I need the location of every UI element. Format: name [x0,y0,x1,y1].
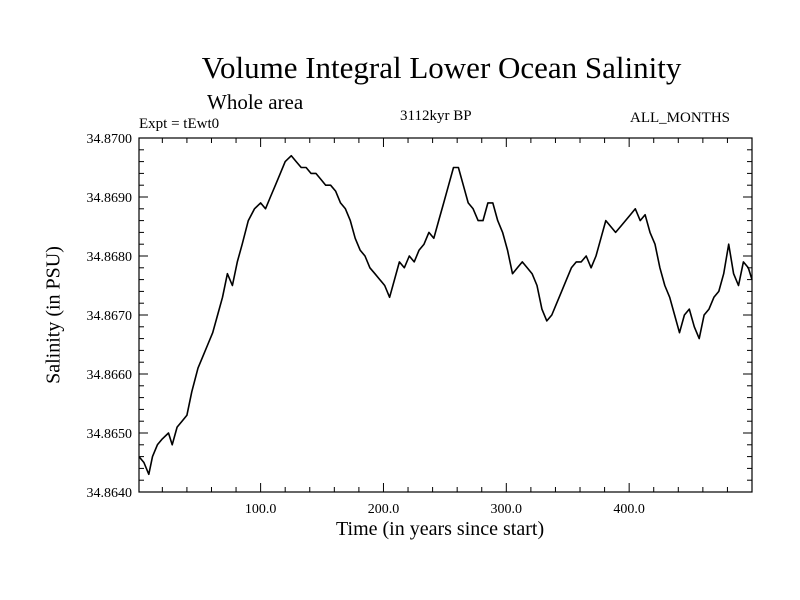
axis-ticks: 34.8640 34.8650 34.8660 34.8670 34.8680 34.86… [87,132,752,517]
x-tick-label: 100.0 [245,502,277,517]
experiment-label: Expt = tEwt0 [139,116,220,132]
x-tick-label: 200.0 [368,502,400,517]
x-axis-label: Time (in years since start) [336,518,545,540]
y-tick-label: 34.8670 [87,309,133,324]
chart-title: Volume Integral Lower Ocean Salinity [201,50,682,85]
salinity-series-line [138,154,753,476]
y-tick-label: 34.8660 [87,368,133,383]
y-tick-label: 34.8690 [87,191,133,206]
y-tick-label: 34.8680 [87,250,133,265]
plot-frame [138,137,753,493]
y-tick-label: 34.8700 [87,132,133,147]
x-tick-label: 300.0 [491,502,523,517]
months-label: ALL_MONTHS [630,110,730,126]
y-tick-label: 34.8640 [87,486,133,501]
period-label: 3112kyr BP [400,108,472,124]
x-tick-label: 400.0 [613,502,645,517]
chart-subtitle: Whole area [207,90,304,114]
y-tick-label: 34.8650 [87,427,133,442]
